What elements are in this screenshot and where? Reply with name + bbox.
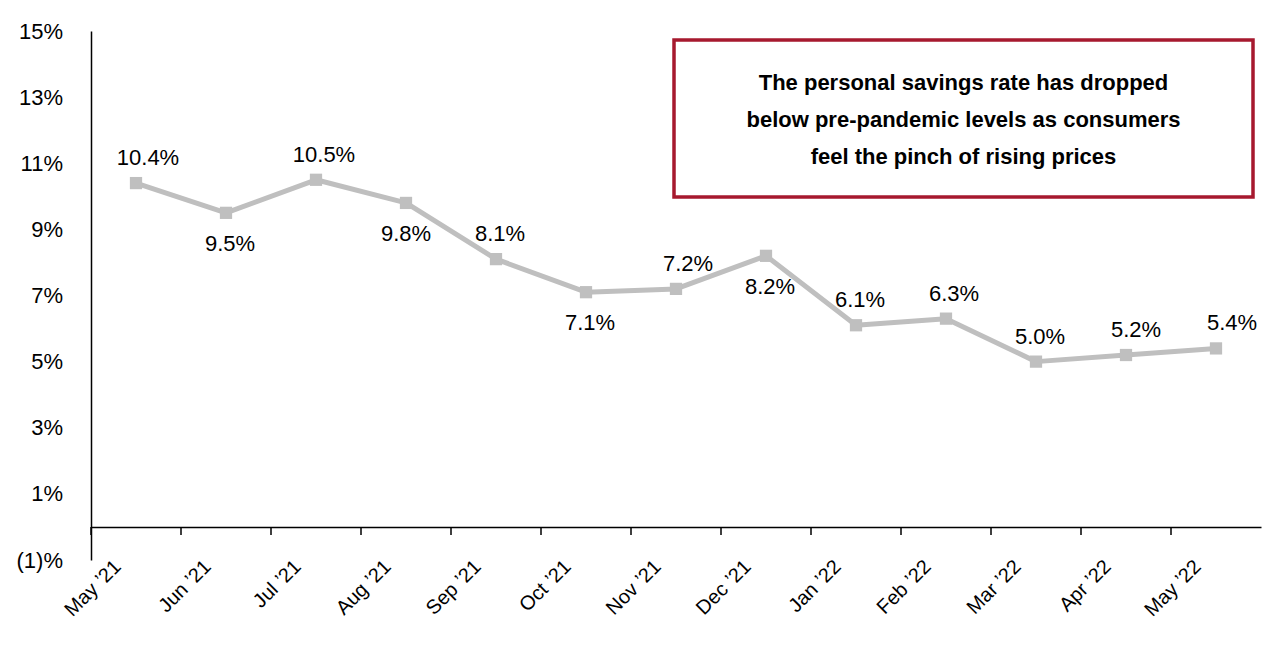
- y-tick: 15%: [19, 19, 91, 44]
- x-tick-mark: [450, 527, 452, 535]
- x-tick-label: Feb ’22: [872, 555, 935, 618]
- x-tick-mark: [630, 527, 632, 535]
- x-tick-label: Oct ’21: [514, 555, 574, 615]
- x-tick: Aug ’21: [331, 527, 395, 619]
- x-tick: Oct ’21: [514, 527, 574, 616]
- point-marker: [760, 250, 772, 262]
- y-tick: 3%: [31, 415, 91, 440]
- point-marker: [850, 319, 862, 331]
- plot-area: [130, 174, 1222, 368]
- x-tick-mark: [270, 527, 272, 535]
- x-axis-line: [92, 527, 1262, 529]
- x-tick-mark: [180, 527, 182, 535]
- data-label: 5.4%: [1207, 310, 1257, 335]
- y-tick-label: 9%: [31, 217, 63, 242]
- point-marker: [1120, 349, 1132, 361]
- x-tick-label: Jan ’22: [784, 555, 845, 616]
- y-tick-label: 11%: [21, 151, 63, 176]
- y-tick: 13%: [19, 85, 91, 110]
- x-tick: Dec ’21: [691, 527, 755, 619]
- point-marker: [1030, 356, 1042, 368]
- x-tick: May ’22: [1140, 527, 1205, 620]
- x-tick: Jun ’21: [154, 527, 215, 616]
- x-tick-label: May ’22: [1140, 555, 1205, 620]
- x-tick-mark: [900, 527, 902, 535]
- x-tick-label: May ’21: [60, 555, 125, 620]
- y-tick-label: 13%: [19, 85, 63, 110]
- y-tick: 1%: [31, 481, 91, 506]
- x-tick-label: Jun ’21: [154, 555, 215, 616]
- y-tick-label: 5%: [31, 349, 63, 374]
- data-label: 9.5%: [205, 231, 255, 256]
- series-line: [136, 180, 1216, 362]
- y-tick: 11%: [21, 151, 91, 176]
- annotation-box: [674, 40, 1253, 197]
- y-axis: (1)% 1% 3% 5% 7% 9% 11% 13% 15%: [17, 19, 92, 573]
- point-marker: [220, 207, 232, 219]
- data-label: 8.1%: [475, 221, 525, 246]
- x-tick-mark: [1170, 527, 1172, 535]
- annotation-text: feel the pinch of rising prices: [811, 144, 1117, 169]
- data-label: 10.4%: [117, 145, 179, 170]
- point-marker: [940, 313, 952, 325]
- x-tick: Nov ’21: [601, 527, 665, 619]
- x-tick-mark: [720, 527, 722, 535]
- y-tick-label: 7%: [31, 283, 63, 308]
- data-label: 7.1%: [565, 310, 615, 335]
- y-tick: 7%: [31, 283, 91, 308]
- x-tick-mark: [360, 527, 362, 535]
- point-marker: [580, 286, 592, 298]
- point-marker: [400, 197, 412, 209]
- point-marker: [670, 283, 682, 295]
- x-tick-mark: [90, 527, 92, 535]
- point-marker: [310, 174, 322, 186]
- x-tick-mark: [540, 527, 542, 535]
- y-tick: (1)%: [17, 548, 91, 573]
- x-tick-label: Sep ’21: [421, 555, 485, 619]
- y-tick-label: 3%: [31, 415, 63, 440]
- x-tick-mark: [1080, 527, 1082, 535]
- x-tick-label: Nov ’21: [601, 555, 665, 619]
- data-label: 6.3%: [929, 281, 979, 306]
- x-tick: Mar ’22: [962, 527, 1025, 618]
- annotation-text: The personal savings rate has dropped: [759, 70, 1169, 95]
- point-marker: [130, 177, 142, 189]
- x-tick: May ’21: [60, 527, 125, 620]
- data-label: 5.0%: [1015, 324, 1065, 349]
- y-tick-label: (1)%: [17, 548, 63, 573]
- data-label: 6.1%: [835, 287, 885, 312]
- y-tick: 9%: [31, 217, 91, 242]
- y-tick-label: 1%: [31, 481, 63, 506]
- x-tick: Feb ’22: [872, 527, 935, 618]
- x-tick-label: Aug ’21: [331, 555, 395, 619]
- x-tick: Apr ’22: [1054, 527, 1114, 616]
- x-tick-mark: [990, 527, 992, 535]
- annotation: The personal savings rate has dropped bel…: [674, 40, 1253, 197]
- x-tick: Sep ’21: [421, 527, 485, 619]
- data-label: 5.2%: [1111, 317, 1161, 342]
- y-axis-line: [91, 32, 93, 561]
- chart: (1)% 1% 3% 5% 7% 9% 11% 13% 15% May ’21 Jun ’21 Jul…: [0, 0, 1278, 656]
- x-tick-label: Dec ’21: [691, 555, 755, 619]
- x-tick-label: Apr ’22: [1054, 555, 1114, 615]
- data-label: 9.8%: [381, 221, 431, 246]
- x-tick-mark: [810, 527, 812, 535]
- y-tick-label: 15%: [19, 19, 63, 44]
- x-tick-label: Mar ’22: [962, 555, 1025, 618]
- data-label: 7.2%: [663, 251, 713, 276]
- x-tick-label: Jul ’21: [248, 555, 304, 611]
- x-tick: Jan ’22: [784, 527, 845, 616]
- point-marker: [1210, 342, 1222, 354]
- data-label: 8.2%: [745, 274, 795, 299]
- annotation-text: below pre-pandemic levels as consumers: [746, 107, 1180, 132]
- data-label: 10.5%: [293, 142, 355, 167]
- x-axis: May ’21 Jun ’21 Jul ’21 Aug ’21 Sep ’21 Oct ’…: [60, 527, 1262, 620]
- point-marker: [490, 253, 502, 265]
- y-tick: 5%: [31, 349, 91, 374]
- x-tick: Jul ’21: [248, 527, 304, 612]
